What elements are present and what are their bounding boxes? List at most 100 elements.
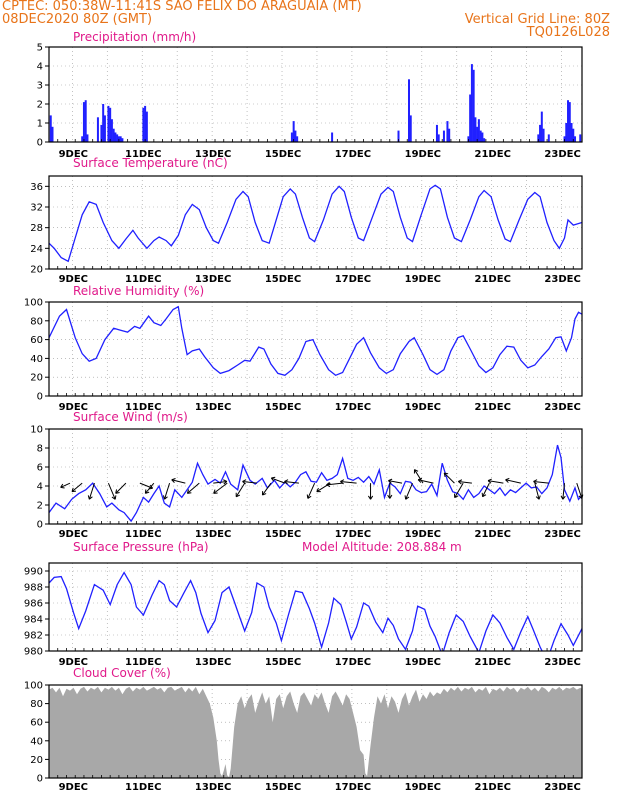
y-tick-label: 0 (37, 392, 43, 403)
precip-bar (572, 128, 575, 142)
precip-bar (109, 107, 112, 142)
precip-bar (145, 111, 148, 142)
x-day-label: 23DEC (544, 782, 580, 793)
wind-arrow (88, 482, 95, 500)
x-day-label: 19DEC (405, 657, 441, 668)
wind-arrow (340, 480, 357, 484)
x-day-label: 9DEC (59, 402, 88, 413)
precip-bar (448, 128, 451, 142)
x-day-label: 23DEC (544, 149, 580, 160)
precip-bar (82, 102, 85, 142)
wind-arrow (262, 482, 272, 496)
wind-arrowhead (443, 472, 449, 477)
x-day-label: 15DEC (265, 402, 301, 413)
precip-bar (51, 126, 54, 142)
wind-arrow (71, 482, 83, 493)
precip-bar (579, 134, 582, 142)
wind-arrow (144, 482, 155, 494)
y-tick-label: 20 (30, 265, 43, 276)
y-tick-label: 20 (30, 373, 43, 384)
x-day-label: 17DEC (335, 274, 371, 285)
wind-arrow (505, 479, 521, 484)
wind-arrowhead (171, 478, 176, 483)
panel-5: 0 20 40 60 80 100 9DEC 11DEC 13DEC 15DEC 17DEC 19DE… (24, 666, 583, 793)
precip-bar (442, 130, 445, 142)
wind-arrowhead (261, 491, 267, 496)
series-line (49, 444, 582, 523)
wind-arrowhead (223, 479, 228, 485)
wind-arrow (171, 479, 186, 484)
x-day-label: 23DEC (544, 274, 580, 285)
precip-bar (116, 134, 119, 142)
y-tick-label: 0 (37, 138, 43, 149)
precip-bar (540, 111, 543, 142)
y-tick-label: 0 (37, 774, 43, 785)
panel-3: 0 2 4 6 8 10 9DEC 11DEC 13DEC 15DEC 17DEC 19DEC 21DE… (30, 410, 584, 540)
x-day-label: 19DEC (405, 782, 441, 793)
wind-arrow (164, 482, 171, 500)
run-date-label: 08DEC2020 80Z (GMT) (2, 12, 153, 27)
wind-arrowhead (242, 479, 247, 485)
x-day-label: 9DEC (59, 149, 88, 160)
x-day-label: 11DEC (125, 782, 161, 793)
wind-arrowhead (457, 479, 463, 485)
wind-arrow (213, 482, 228, 494)
y-tick-label: 80 (30, 316, 43, 327)
wind-arrowhead (505, 477, 510, 483)
wind-arrow (307, 482, 316, 499)
y-tick-label: 982 (24, 631, 43, 642)
x-day-label: 11DEC (125, 149, 161, 160)
y-tick-label: 32 (30, 203, 43, 214)
precip-bar (565, 123, 568, 142)
wind-arrow (326, 482, 343, 486)
wind-arrow (107, 482, 116, 500)
precip-bar (407, 79, 410, 142)
x-day-label: 21DEC (475, 402, 511, 413)
y-tick-label: 36 (30, 182, 43, 193)
x-day-label: 13DEC (195, 402, 231, 413)
wind-arrowhead (213, 489, 218, 494)
grid-line-label: Vertical Grid Line: 80Z (464, 12, 610, 27)
y-tick-label: 0 (37, 520, 43, 531)
y-tick-label: 5 (37, 43, 43, 54)
precip-bar (119, 136, 122, 142)
panel-2: 0 20 40 60 80 100 9DEC 11DEC 13DEC 15DEC 17DEC 19DE… (24, 284, 583, 413)
series-line (49, 305, 582, 377)
wind-arrowhead (367, 495, 374, 500)
y-tick-label: 100 (24, 681, 43, 692)
precip-bar (470, 64, 473, 142)
wind-arrow (213, 480, 227, 484)
wind-arrowhead (87, 495, 93, 500)
precip-bar (142, 107, 145, 142)
panel-title: Cloud Cover (%) (73, 666, 171, 680)
y-tick-label: 100 (24, 298, 43, 309)
wind-arrow (454, 482, 464, 498)
wind-arrowhead (115, 489, 120, 494)
y-tick-label: 2 (37, 501, 43, 512)
panel-0: 0 1 2 3 4 5 9DEC 11DEC 13DEC 15DEC 17DEC 19DEC 21DEC… (37, 30, 583, 160)
y-tick-label: 984 (24, 615, 43, 626)
wind-arrowhead (316, 487, 321, 493)
precip-bar (331, 132, 334, 142)
x-day-label: 9DEC (59, 782, 88, 793)
x-day-label: 21DEC (475, 657, 511, 668)
y-tick-label: 4 (37, 482, 43, 493)
y-tick-label: 1 (37, 119, 43, 130)
series-line (49, 571, 582, 651)
panel-1: 20 24 28 32 36 9DEC 11DEC 13DEC 15DEC 17DEC 19DEC 2… (30, 156, 583, 285)
wind-arrowhead (417, 477, 423, 483)
series-line (49, 184, 582, 263)
x-day-label: 23DEC (544, 402, 580, 413)
y-tick-label: 4 (37, 62, 43, 73)
precip-bar (574, 136, 577, 142)
precip-bar (476, 126, 479, 142)
panel-title: Surface Temperature (nC) (73, 156, 228, 170)
precip-bar (96, 117, 99, 142)
precip-bar (84, 100, 87, 142)
y-tick-label: 40 (30, 354, 43, 365)
precip-bar (49, 115, 52, 142)
panel-frame (48, 428, 583, 525)
x-day-label: 9DEC (59, 529, 88, 540)
precip-bar (472, 69, 475, 142)
